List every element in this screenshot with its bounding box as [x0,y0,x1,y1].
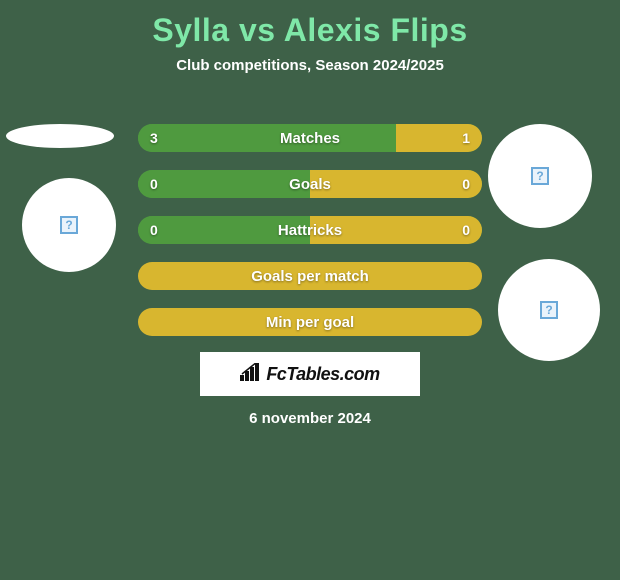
player-circle-right-bottom: ? [498,259,600,361]
logo-text: FcTables.com [266,364,379,385]
logo-box: FcTables.com [200,352,420,396]
stats-container: 3 Matches 1 0 Goals 0 0 Hattricks 0 Goal… [138,124,482,354]
stat-right-value: 1 [462,124,470,152]
stat-row-hattricks: 0 Hattricks 0 [138,216,482,244]
stat-label: Hattricks [138,216,482,244]
question-icon: ? [60,216,78,234]
stat-row-matches: 3 Matches 1 [138,124,482,152]
date-text: 6 november 2024 [0,410,620,427]
stat-right-value: 0 [462,216,470,244]
page-subtitle: Club competitions, Season 2024/2025 [0,57,620,74]
question-icon: ? [531,167,549,185]
stat-row-min-per-goal: Min per goal [138,308,482,336]
stat-row-goals: 0 Goals 0 [138,170,482,198]
stat-label: Matches [138,124,482,152]
stat-right-value: 0 [462,170,470,198]
question-icon: ? [540,301,558,319]
stat-label: Goals [138,170,482,198]
player-circle-left: ? [22,178,116,272]
player-circle-right-top: ? [488,124,592,228]
chart-icon [240,363,262,386]
stat-row-goals-per-match: Goals per match [138,262,482,290]
stat-label: Min per goal [138,308,482,336]
page-title: Sylla vs Alexis Flips [0,0,620,49]
player-shadow [6,124,114,148]
stat-label: Goals per match [138,262,482,290]
